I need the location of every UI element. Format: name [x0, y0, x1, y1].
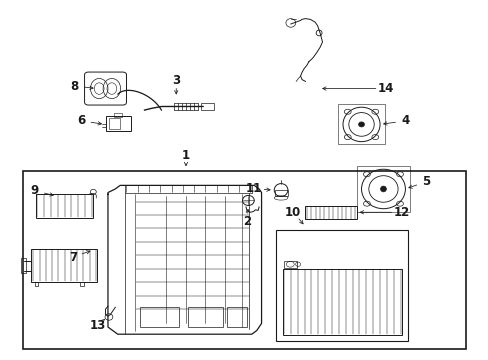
Text: 5: 5: [421, 175, 429, 188]
Bar: [200, 103, 214, 110]
Bar: [140, 307, 178, 327]
Text: 9: 9: [31, 184, 39, 197]
Ellipse shape: [380, 186, 386, 192]
Bar: [105, 116, 131, 131]
Bar: [21, 258, 26, 273]
Bar: [356, 166, 409, 212]
Bar: [276, 230, 407, 341]
Bar: [282, 269, 401, 335]
Text: 13: 13: [90, 319, 106, 332]
Text: 3: 3: [172, 74, 180, 87]
Text: 2: 2: [243, 215, 250, 228]
Bar: [283, 261, 297, 268]
Text: 1: 1: [182, 149, 190, 162]
Bar: [125, 185, 251, 193]
Bar: [227, 307, 246, 327]
Bar: [305, 206, 356, 220]
Bar: [22, 171, 466, 348]
Text: 6: 6: [77, 114, 85, 127]
Text: 14: 14: [377, 82, 393, 95]
Bar: [109, 118, 120, 129]
Bar: [274, 190, 287, 196]
Text: 8: 8: [71, 80, 79, 93]
Bar: [114, 113, 122, 117]
Bar: [188, 307, 222, 327]
Text: 4: 4: [401, 114, 408, 127]
Bar: [31, 249, 97, 282]
Text: 7: 7: [69, 251, 77, 264]
Bar: [36, 194, 93, 218]
Bar: [337, 104, 384, 144]
Text: 11: 11: [245, 183, 262, 195]
Text: 10: 10: [285, 206, 301, 219]
Ellipse shape: [358, 122, 364, 127]
Text: 12: 12: [392, 206, 409, 219]
